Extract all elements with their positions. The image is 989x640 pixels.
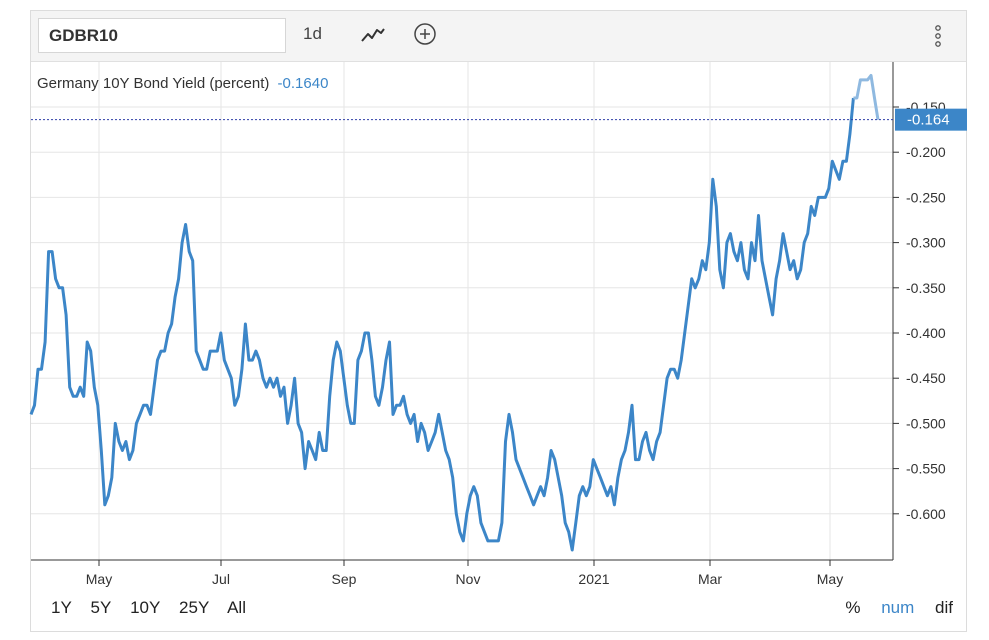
y-tick-label: -0.550 [906, 461, 946, 477]
chart-toolbar: GDBR10 1d [31, 11, 966, 62]
range-10y-button[interactable]: 10Y [130, 598, 161, 617]
range-1y-button[interactable]: 1Y [51, 598, 72, 617]
y-tick-label: -0.450 [906, 370, 946, 386]
y-tick-label: -0.350 [906, 280, 946, 296]
x-tick-label: 2021 [578, 571, 609, 587]
mode-percent-button[interactable]: % [845, 598, 861, 617]
y-tick-label: -0.300 [906, 235, 946, 251]
x-tick-label: Sep [332, 571, 357, 587]
y-tick-label: -0.500 [906, 415, 946, 431]
x-tick-label: May [817, 571, 843, 587]
x-tick-label: Nov [456, 571, 481, 587]
y-tick-label: -0.600 [906, 506, 946, 522]
mode-dif-button[interactable]: dif [935, 598, 953, 617]
range-25y-button[interactable]: 25Y [179, 598, 210, 617]
vertical-dots-icon[interactable] [934, 23, 942, 49]
x-tick-label: May [86, 571, 112, 587]
legend: Germany 10Y Bond Yield (percent) -0.1640 [37, 75, 328, 92]
symbol-input[interactable]: GDBR10 [38, 18, 286, 53]
display-mode-buttons: % num dif [829, 598, 953, 618]
y-tick-label: -0.400 [906, 325, 946, 341]
range-5y-button[interactable]: 5Y [90, 598, 112, 617]
interval-button[interactable]: 1d [303, 24, 322, 43]
y-tick-label: -0.250 [906, 189, 946, 205]
current-value-label: -0.164 [907, 112, 950, 129]
series-line [29, 97, 855, 552]
legend-value: -0.1640 [278, 75, 329, 92]
range-buttons: 1Y 5Y 10Y 25Y All [51, 598, 260, 618]
y-tick-label: -0.200 [906, 144, 946, 160]
legend-label: Germany 10Y Bond Yield (percent) [37, 75, 269, 92]
line-chart-icon[interactable] [361, 23, 385, 47]
mode-num-button[interactable]: num [881, 598, 915, 617]
series-line-recent [853, 73, 880, 120]
x-tick-label: Jul [212, 571, 230, 587]
range-all-button[interactable]: All [227, 598, 246, 617]
x-tick-label: Mar [698, 571, 722, 587]
plus-circle-icon[interactable] [413, 22, 437, 46]
chart-widget: GDBR10 1d [30, 10, 967, 632]
current-value-badge [895, 108, 967, 131]
